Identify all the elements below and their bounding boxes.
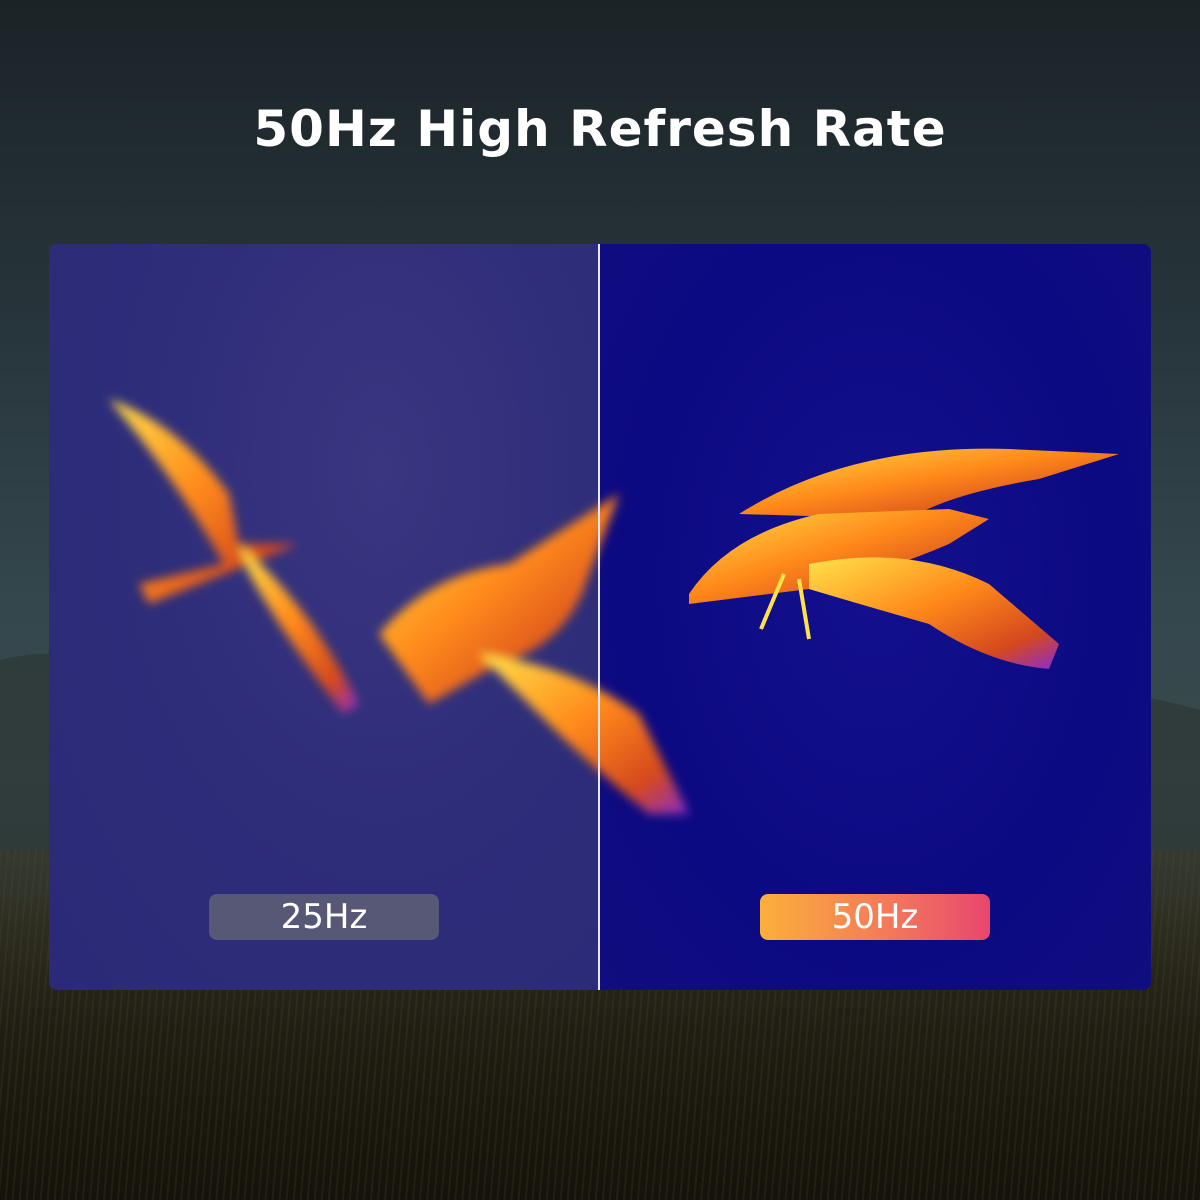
label-25hz: 25Hz [209,894,439,940]
comparison-divider [598,244,600,990]
label-50hz: 50Hz [760,894,990,940]
sharp-bird [689,448,1119,669]
comparison-panel: 25Hz 50Hz [49,244,1151,990]
blurred-bird-1 [109,399,359,714]
blurred-bird-2 [379,494,689,814]
page-title: 50Hz High Refresh Rate [253,100,947,158]
thermal-birds [109,399,1119,814]
thermal-view-50hz [599,244,1151,990]
